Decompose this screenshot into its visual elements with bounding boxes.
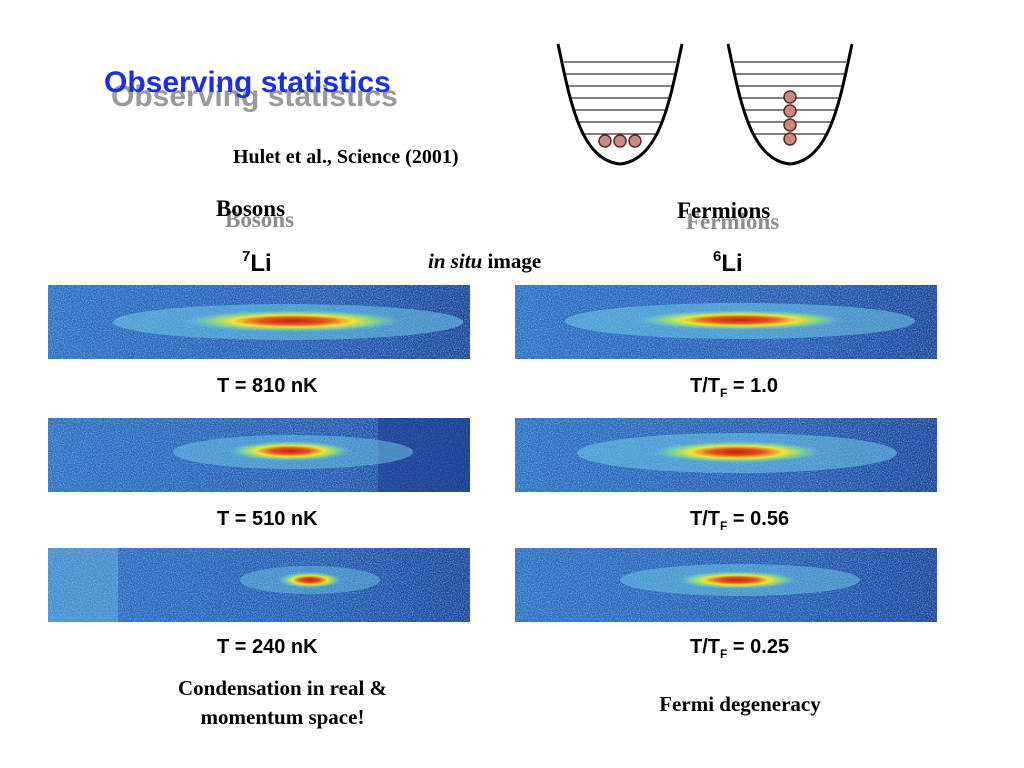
boson-particle [598, 134, 612, 148]
boson-trap-diagram [556, 43, 684, 166]
boson-caption-1: T = 810 nK [217, 375, 318, 397]
boson-particle [628, 134, 642, 148]
boson-image-510nK [48, 418, 470, 492]
boson-caption-3: T = 240 nK [217, 636, 318, 658]
slide-title-shadow: Observing statistics [111, 80, 398, 113]
fermion-image-0.25 [515, 548, 937, 622]
fermion-trap-diagram [726, 43, 854, 166]
fermion-particle [783, 90, 797, 104]
fermion-caption-3: T/TF = 0.25 [690, 636, 790, 661]
fermion-note: Fermi degeneracy [659, 692, 821, 716]
fermion-particle [783, 104, 797, 118]
fermion-particle [783, 132, 797, 146]
citation: Hulet et al., Science (2001) [233, 146, 459, 168]
isotope-label-li7: 7Li [242, 248, 272, 277]
boson-note: Condensation in real & momentum space! [177, 676, 388, 729]
fermion-image-0.56 [515, 418, 937, 492]
boson-caption-2: T = 510 nK [217, 508, 318, 530]
fermion-image-1.0 [515, 285, 937, 359]
isotope-label-li6: 6Li [713, 248, 743, 277]
fermion-caption-1: T/TF = 1.0 [690, 375, 778, 400]
boson-image-810nK [48, 285, 470, 359]
fermion-particle [783, 118, 797, 132]
boson-particle [613, 134, 627, 148]
fermion-caption-2: T/TF = 0.56 [690, 508, 790, 533]
slide-title-text: Observing statistics [104, 66, 391, 99]
in-situ-label: in situ image [428, 249, 542, 273]
boson-image-240nK [48, 548, 470, 622]
